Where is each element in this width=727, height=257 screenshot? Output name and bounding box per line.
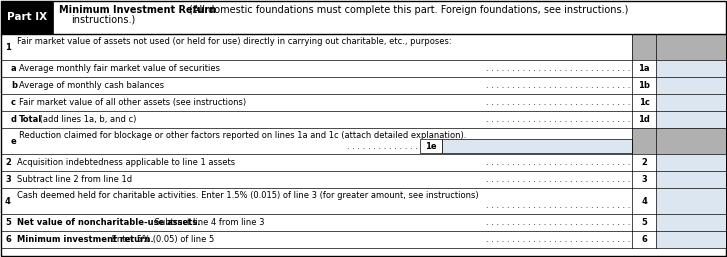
Bar <box>656 171 726 188</box>
Text: 1a: 1a <box>638 64 650 73</box>
Text: 6: 6 <box>5 235 11 244</box>
Text: Enter 5% (0.05) of line 5: Enter 5% (0.05) of line 5 <box>109 235 214 244</box>
Text: Subtract line 2 from line 1d: Subtract line 2 from line 1d <box>17 175 132 184</box>
Bar <box>632 77 656 94</box>
Text: 3: 3 <box>641 175 647 184</box>
Text: 5: 5 <box>5 218 11 227</box>
Text: 4: 4 <box>5 197 11 206</box>
Bar <box>656 94 726 111</box>
Text: (All domestic foundations must complete this part. Foreign foundations, see inst: (All domestic foundations must complete … <box>189 5 628 15</box>
Text: . . . . . . . . . . . . . . . . . . . . . . . . . . . .: . . . . . . . . . . . . . . . . . . . . … <box>486 115 630 124</box>
Text: . . . . . . . . . . . . . . . . . . . . . . . . . . . .: . . . . . . . . . . . . . . . . . . . . … <box>486 218 630 227</box>
Text: . . . . . . . . . . . . . . . . . . . . . . . . . . . .: . . . . . . . . . . . . . . . . . . . . … <box>486 158 630 167</box>
Text: instructions.): instructions.) <box>71 14 135 24</box>
Bar <box>632 171 656 188</box>
Bar <box>656 231 726 248</box>
Bar <box>656 77 726 94</box>
Bar <box>656 188 726 214</box>
Text: . . . . . . . . . . . . . . . . . . . . . . . . . . . .: . . . . . . . . . . . . . . . . . . . . … <box>486 81 630 90</box>
Text: a: a <box>11 64 17 73</box>
Text: b: b <box>11 81 17 90</box>
Text: 6: 6 <box>641 235 647 244</box>
Text: Subtract line 4 from line 3: Subtract line 4 from line 3 <box>152 218 265 227</box>
Text: 2: 2 <box>5 158 11 167</box>
Bar <box>656 128 726 154</box>
Bar <box>632 34 656 60</box>
Text: e: e <box>11 136 17 145</box>
Text: Reduction claimed for blockage or other factors reported on lines 1a and 1c (att: Reduction claimed for blockage or other … <box>19 131 467 140</box>
Text: Cash deemed held for charitable activities. Enter 1.5% (0.015) of line 3 (for gr: Cash deemed held for charitable activiti… <box>17 191 478 200</box>
Text: . . . . . . . . . . . . . .: . . . . . . . . . . . . . . <box>347 142 418 151</box>
Text: Fair market value of assets not used (or held for use) directly in carrying out : Fair market value of assets not used (or… <box>17 37 451 46</box>
Text: c: c <box>11 98 16 107</box>
Text: d: d <box>11 115 17 124</box>
Text: Fair market value of all other assets (see instructions): Fair market value of all other assets (s… <box>19 98 246 107</box>
Text: . . . . . . . . . . . . . . . . . . . . . . . . . . . .: . . . . . . . . . . . . . . . . . . . . … <box>486 201 630 210</box>
Text: . . . . . . . . . . . . . . . . . . . . . . . . . . . .: . . . . . . . . . . . . . . . . . . . . … <box>486 64 630 73</box>
Bar <box>632 231 656 248</box>
Text: 4: 4 <box>641 197 647 206</box>
Bar <box>656 214 726 231</box>
Bar <box>656 111 726 128</box>
Text: Average of monthly cash balances: Average of monthly cash balances <box>19 81 164 90</box>
Bar <box>632 94 656 111</box>
Bar <box>632 154 656 171</box>
Text: Average monthly fair market value of securities: Average monthly fair market value of sec… <box>19 64 220 73</box>
Bar <box>632 111 656 128</box>
Bar <box>656 154 726 171</box>
Bar <box>656 60 726 77</box>
Text: 1b: 1b <box>638 81 650 90</box>
Bar <box>1 1 53 34</box>
Text: 3: 3 <box>5 175 11 184</box>
Text: Acquisition indebtedness applicable to line 1 assets: Acquisition indebtedness applicable to l… <box>17 158 235 167</box>
Text: Part IX: Part IX <box>7 13 47 23</box>
Text: Minimum investment return.: Minimum investment return. <box>17 235 153 244</box>
Bar <box>632 128 656 154</box>
Text: 1e: 1e <box>425 142 437 151</box>
Text: 2: 2 <box>641 158 647 167</box>
Text: 1c: 1c <box>638 98 649 107</box>
Text: Net value of noncharitable-use assets.: Net value of noncharitable-use assets. <box>17 218 201 227</box>
Text: Minimum Investment Return: Minimum Investment Return <box>59 5 216 15</box>
Text: (add lines 1a, b, and c): (add lines 1a, b, and c) <box>37 115 136 124</box>
Text: 1: 1 <box>5 42 11 51</box>
Bar <box>420 140 442 153</box>
Bar <box>632 60 656 77</box>
Text: Total: Total <box>19 115 42 124</box>
Text: 1d: 1d <box>638 115 650 124</box>
Bar <box>656 34 726 60</box>
Bar <box>442 140 632 153</box>
Bar <box>632 188 656 214</box>
Text: . . . . . . . . . . . . . . . . . . . . . . . . . . . .: . . . . . . . . . . . . . . . . . . . . … <box>486 175 630 184</box>
Bar <box>632 214 656 231</box>
Text: . . . . . . . . . . . . . . . . . . . . . . . . . . . .: . . . . . . . . . . . . . . . . . . . . … <box>486 98 630 107</box>
Text: 5: 5 <box>641 218 647 227</box>
Text: . . . . . . . . . . . . . . . . . . . . . . . . . . . .: . . . . . . . . . . . . . . . . . . . . … <box>486 235 630 244</box>
